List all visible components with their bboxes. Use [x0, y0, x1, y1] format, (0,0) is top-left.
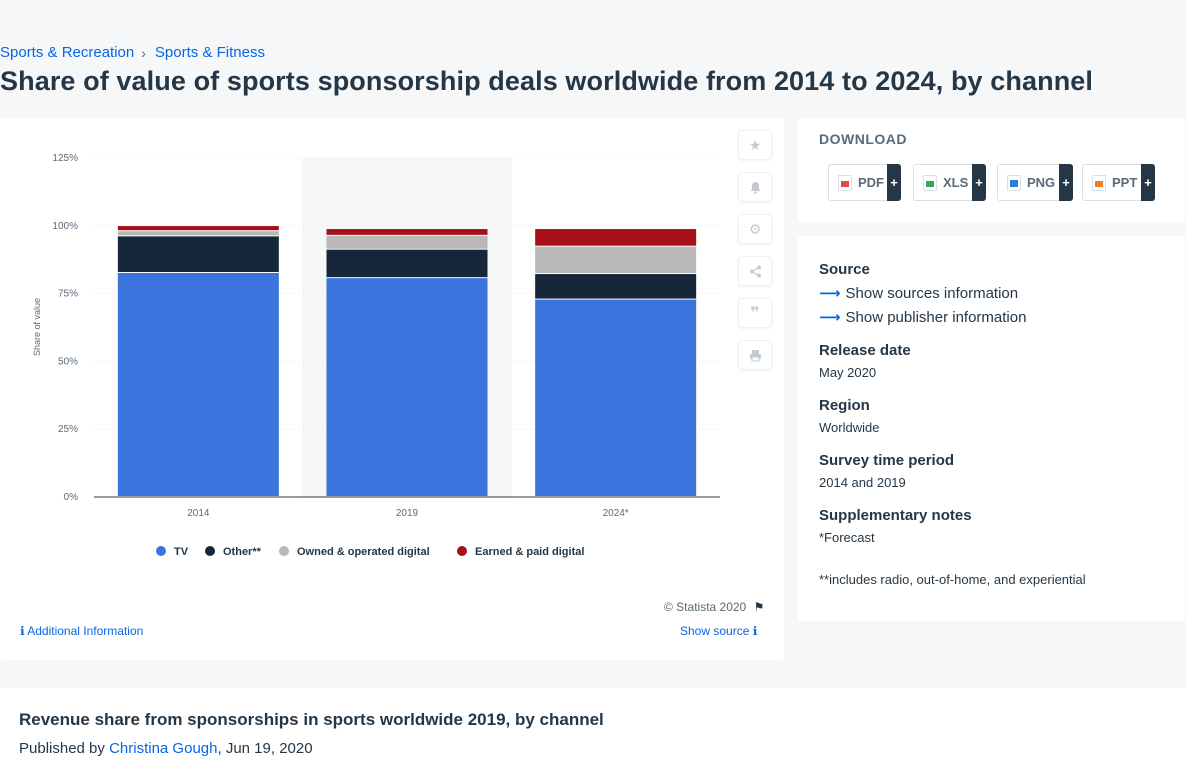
survey-period-value: 2014 and 2019: [819, 475, 906, 490]
bar-segment[interactable]: [326, 229, 488, 235]
bar-segment[interactable]: [535, 229, 697, 246]
png-plus[interactable]: +: [1059, 164, 1073, 201]
related-meta: Published by Christina Gough, Jun 19, 20…: [19, 740, 313, 757]
note-other: **includes radio, out-of-home, and exper…: [819, 572, 1086, 587]
x-tick-label: 2024*: [603, 508, 629, 519]
region-value: Worldwide: [819, 420, 880, 435]
info-icon: ℹ: [752, 624, 758, 638]
additional-information-link[interactable]: ℹ Additional Information: [20, 624, 143, 638]
ppt-file-icon: [1092, 174, 1106, 191]
bar-segment[interactable]: [535, 246, 697, 274]
published-prefix: Published by: [19, 740, 105, 757]
copyright: © Statista 2020 ⚑: [664, 600, 764, 614]
related-statistic-card: Revenue share from sponsorships in sport…: [0, 688, 1186, 760]
chevron-right-icon: ›: [141, 44, 146, 61]
author-link[interactable]: Christina Gough: [109, 740, 218, 757]
tool-column: ★ ⚙ ❞: [738, 130, 772, 382]
flag-icon[interactable]: ⚑: [753, 600, 765, 614]
y-tick-label: 0%: [64, 492, 79, 503]
show-sources-label: Show sources information: [845, 284, 1019, 302]
legend-marker[interactable]: [279, 546, 289, 556]
share-icon[interactable]: [738, 256, 772, 286]
xls-plus[interactable]: +: [972, 164, 986, 201]
bar-segment[interactable]: [117, 226, 279, 231]
y-tick-label: 125%: [52, 153, 78, 164]
release-date-value: May 2020: [819, 365, 877, 380]
copyright-text: © Statista 2020: [664, 600, 747, 614]
bar-segment[interactable]: [117, 231, 279, 236]
legend-label[interactable]: TV: [174, 546, 189, 558]
download-pdf-button[interactable]: PDF +: [828, 164, 901, 201]
star-icon[interactable]: ★: [738, 130, 772, 160]
bar-segment[interactable]: [326, 235, 488, 249]
arrow-right-icon: ⟶: [819, 285, 841, 302]
y-tick-label: 75%: [58, 289, 78, 300]
show-sources-link[interactable]: ⟶ Show sources information: [819, 284, 1019, 303]
legend-marker[interactable]: [156, 546, 166, 556]
bar-segment[interactable]: [117, 236, 279, 272]
download-title: DOWNLOAD: [819, 131, 907, 147]
download-xls-button[interactable]: XLS +: [913, 164, 986, 201]
survey-period-label: Survey time period: [819, 452, 955, 469]
download-ppt-button[interactable]: PPT +: [1082, 164, 1155, 201]
published-date: , Jun 19, 2020: [217, 740, 313, 757]
legend-label[interactable]: Other**: [223, 546, 262, 558]
bar-segment[interactable]: [535, 274, 697, 299]
y-tick-label: 100%: [52, 221, 78, 232]
show-publisher-link[interactable]: ⟶ Show publisher information: [819, 308, 1027, 327]
gear-icon[interactable]: ⚙: [738, 214, 772, 244]
download-card: DOWNLOAD PDF + XLS + PNG + PPT +: [798, 118, 1185, 222]
ppt-label: PPT: [1112, 175, 1138, 190]
show-source-label: Show source: [680, 624, 750, 638]
bell-icon[interactable]: [738, 172, 772, 202]
legend-marker[interactable]: [457, 546, 467, 556]
pdf-plus[interactable]: +: [887, 164, 901, 201]
x-tick-label: 2014: [187, 508, 210, 519]
release-date-label: Release date: [819, 342, 911, 359]
additional-information-label: Additional Information: [27, 624, 144, 638]
png-file-icon: [1007, 174, 1021, 191]
bar-segment[interactable]: [535, 299, 697, 496]
breadcrumb-sports-recreation[interactable]: Sports & Recreation: [0, 44, 135, 61]
top-bar: [0, 0, 1186, 36]
breadcrumb: Sports & Recreation › Sports & Fitness: [0, 44, 265, 61]
bar-segment[interactable]: [326, 278, 488, 496]
bar-segment[interactable]: [326, 249, 488, 278]
y-tick-label: 50%: [58, 356, 78, 367]
png-label: PNG: [1027, 175, 1056, 190]
info-icon: ℹ: [20, 624, 25, 638]
breadcrumb-sports-fitness[interactable]: Sports & Fitness: [154, 44, 265, 61]
ppt-plus[interactable]: +: [1141, 164, 1155, 201]
print-icon[interactable]: [738, 340, 772, 370]
x-tick-label: 2019: [396, 508, 419, 519]
y-axis-label: Share of value: [32, 298, 42, 356]
pdf-file-icon: [838, 174, 852, 191]
bar-segment[interactable]: [117, 272, 279, 496]
related-title[interactable]: Revenue share from sponsorships in sport…: [19, 710, 604, 729]
info-card: Source ⟶ Show sources information ⟶ Show…: [798, 236, 1185, 621]
download-png-button[interactable]: PNG +: [997, 164, 1073, 201]
xls-label: XLS: [943, 175, 969, 190]
legend-label[interactable]: Earned & paid digital: [475, 546, 584, 558]
supplementary-notes-label: Supplementary notes: [819, 507, 972, 524]
y-tick-label: 25%: [58, 424, 78, 435]
legend-label[interactable]: Owned & operated digital: [297, 546, 430, 558]
chart: 2014 2019 2024* 0% 25% 50% 75% 100% 125% Share …: [32, 153, 720, 558]
arrow-right-icon: ⟶: [819, 309, 841, 326]
quote-icon[interactable]: ❞: [738, 298, 772, 328]
note-forecast: *Forecast: [819, 530, 875, 545]
show-source-link[interactable]: Show source ℹ: [680, 624, 757, 638]
page-title: Share of value of sports sponsorship dea…: [0, 66, 1093, 96]
source-label: Source: [819, 261, 870, 278]
xls-file-icon: [923, 174, 937, 191]
legend-marker[interactable]: [205, 546, 215, 556]
pdf-label: PDF: [858, 175, 884, 190]
region-label: Region: [819, 397, 870, 414]
show-publisher-label: Show publisher information: [845, 308, 1027, 326]
